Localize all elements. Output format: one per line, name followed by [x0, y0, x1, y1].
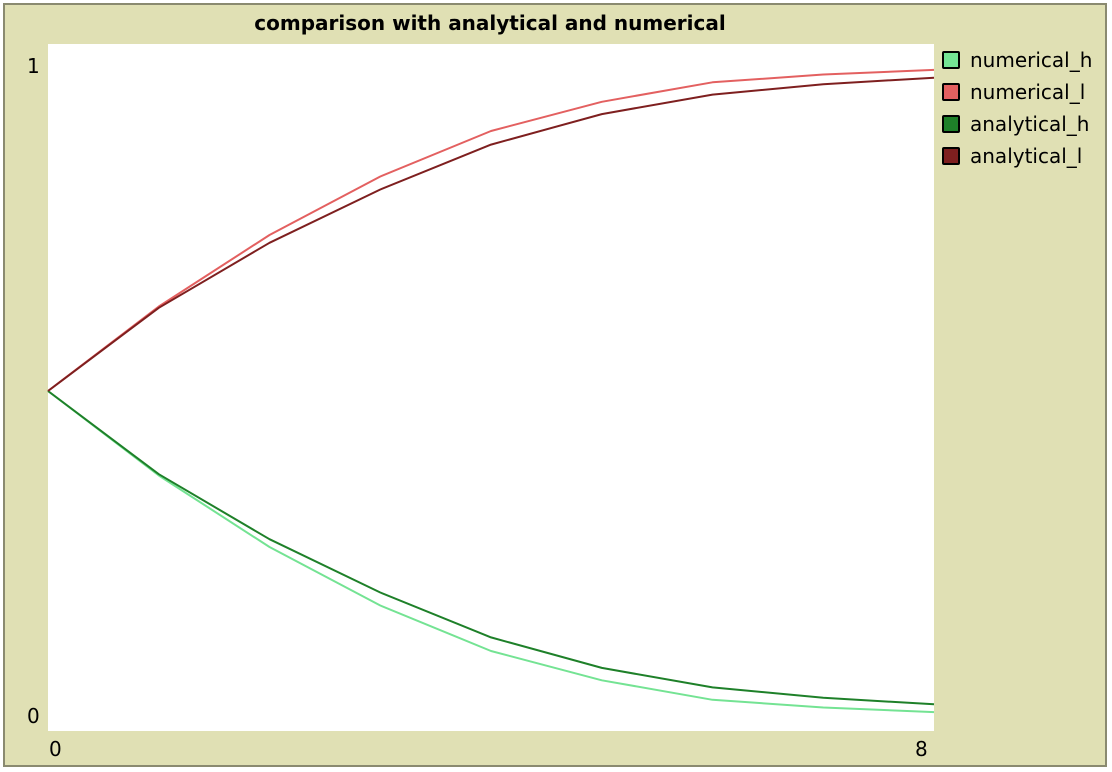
legend-label-numerical-l: numerical_l: [970, 80, 1086, 104]
legend-item-numerical-h: numerical_h: [942, 44, 1092, 76]
legend-item-analytical-h: analytical_h: [942, 108, 1092, 140]
legend-item-numerical-l: numerical_l: [942, 76, 1092, 108]
series-line-numerical-h: [47, 390, 935, 714]
y-tick-label-max: 1: [27, 54, 40, 78]
legend-swatch-analytical-h: [942, 115, 960, 133]
legend: numerical_h numerical_l analytical_h ana…: [942, 44, 1092, 172]
legend-swatch-analytical-l: [942, 147, 960, 165]
legend-swatch-numerical-h: [942, 51, 960, 69]
series-layer: [47, 68, 935, 714]
plot-area: [48, 44, 934, 731]
chart-title: comparison with analytical and numerical: [254, 11, 726, 35]
y-tick-label-min: 0: [27, 704, 40, 728]
legend-label-analytical-l: analytical_l: [970, 144, 1083, 168]
series-line-numerical-l: [47, 68, 935, 392]
x-tick-label-max: 8: [915, 737, 928, 761]
legend-label-numerical-h: numerical_h: [970, 48, 1093, 72]
legend-item-analytical-l: analytical_l: [942, 140, 1092, 172]
x-tick-label-min: 0: [49, 737, 62, 761]
series-line-analytical-l: [47, 76, 935, 392]
legend-label-analytical-h: analytical_h: [970, 112, 1090, 136]
series-line-analytical-h: [47, 390, 935, 706]
legend-swatch-numerical-l: [942, 83, 960, 101]
